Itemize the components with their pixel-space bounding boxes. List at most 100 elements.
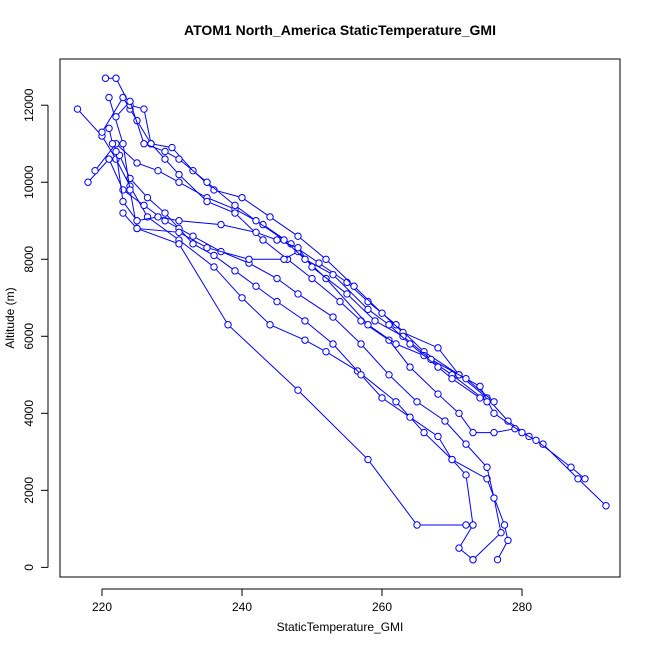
data-point	[168, 143, 176, 152]
data-point	[175, 217, 183, 225]
data-point	[210, 186, 218, 194]
data-point	[203, 244, 211, 252]
data-point	[350, 282, 358, 290]
data-point	[434, 363, 442, 371]
data-point	[462, 521, 470, 529]
data-point	[476, 394, 484, 402]
data-point	[406, 363, 414, 371]
y-axis-label: Altitude (m)	[3, 287, 17, 348]
data-point	[399, 332, 407, 340]
data-point	[490, 409, 498, 418]
data-point	[301, 336, 309, 344]
data-point	[175, 178, 183, 186]
x-axis: 220 240 260 280	[92, 588, 532, 614]
data-point	[112, 74, 120, 82]
data-point	[294, 386, 302, 394]
data-point	[539, 440, 547, 448]
y-tick-label: 2000	[22, 477, 36, 504]
data-point	[364, 305, 372, 314]
data-point	[294, 244, 302, 252]
data-point	[469, 555, 477, 564]
data-point	[322, 255, 330, 263]
data-point	[301, 255, 309, 263]
series-9	[119, 209, 470, 529]
data-point	[119, 197, 127, 206]
data-point	[308, 263, 316, 271]
x-tick-label: 220	[92, 600, 112, 614]
data-point	[462, 440, 470, 448]
y-tick-label: 4000	[22, 400, 36, 427]
data-point	[266, 213, 274, 221]
data-point	[245, 255, 253, 263]
data-point	[308, 274, 316, 283]
data-point	[73, 105, 82, 113]
data-point	[119, 209, 127, 217]
data-point	[329, 340, 337, 348]
data-point	[497, 529, 505, 537]
chart-title: ATOM1 North_America StaticTemperature_GM…	[184, 22, 496, 38]
data-point	[126, 186, 134, 194]
data-point	[112, 147, 120, 156]
data-point	[154, 166, 162, 175]
data-point	[252, 282, 260, 290]
data-point	[108, 140, 117, 148]
data-point	[483, 463, 491, 471]
data-point	[448, 455, 456, 464]
data-point	[469, 521, 477, 529]
data-point	[413, 398, 421, 406]
data-point	[448, 374, 456, 383]
y-tick-label: 0	[22, 564, 36, 571]
data-point	[378, 394, 386, 402]
data-point	[231, 267, 239, 275]
data-point	[112, 113, 120, 121]
x-tick-label: 240	[232, 600, 252, 614]
data-point	[259, 236, 267, 244]
data-point	[252, 217, 260, 225]
data-point	[581, 475, 589, 483]
data-point	[175, 240, 183, 248]
data-point	[500, 521, 509, 529]
data-point	[133, 217, 141, 225]
data-point	[301, 317, 309, 325]
data-point	[504, 536, 512, 545]
data-point	[231, 209, 239, 217]
data-point	[441, 417, 449, 425]
data-point	[217, 220, 225, 229]
data-point	[427, 355, 435, 364]
data-point	[392, 321, 400, 329]
data-point	[231, 201, 239, 210]
data-point	[602, 502, 610, 510]
data-point	[336, 297, 344, 306]
data-point	[567, 463, 575, 471]
data-point	[105, 124, 113, 133]
data-point	[101, 74, 110, 82]
data-point	[161, 209, 169, 217]
data-point	[315, 259, 323, 267]
data-point	[455, 409, 463, 418]
x-tick-label: 260	[372, 600, 392, 614]
data-point	[420, 428, 428, 437]
data-point	[343, 290, 351, 298]
data-point	[518, 428, 526, 437]
data-point	[140, 201, 148, 210]
series-line	[87, 158, 502, 561]
data-point	[84, 178, 92, 186]
data-point	[224, 321, 232, 329]
data-point	[413, 521, 421, 529]
data-point	[455, 544, 463, 552]
data-point	[322, 347, 330, 356]
data-point	[273, 274, 281, 283]
data-point	[483, 475, 491, 483]
data-point	[91, 166, 99, 175]
data-point	[490, 428, 498, 437]
data-point	[490, 494, 498, 502]
data-point	[434, 432, 442, 441]
data-point	[210, 251, 218, 260]
data-point	[329, 270, 337, 279]
series-line	[122, 212, 466, 526]
y-tick-label: 12000	[22, 88, 36, 122]
data-point	[371, 317, 379, 325]
data-point	[483, 398, 491, 406]
